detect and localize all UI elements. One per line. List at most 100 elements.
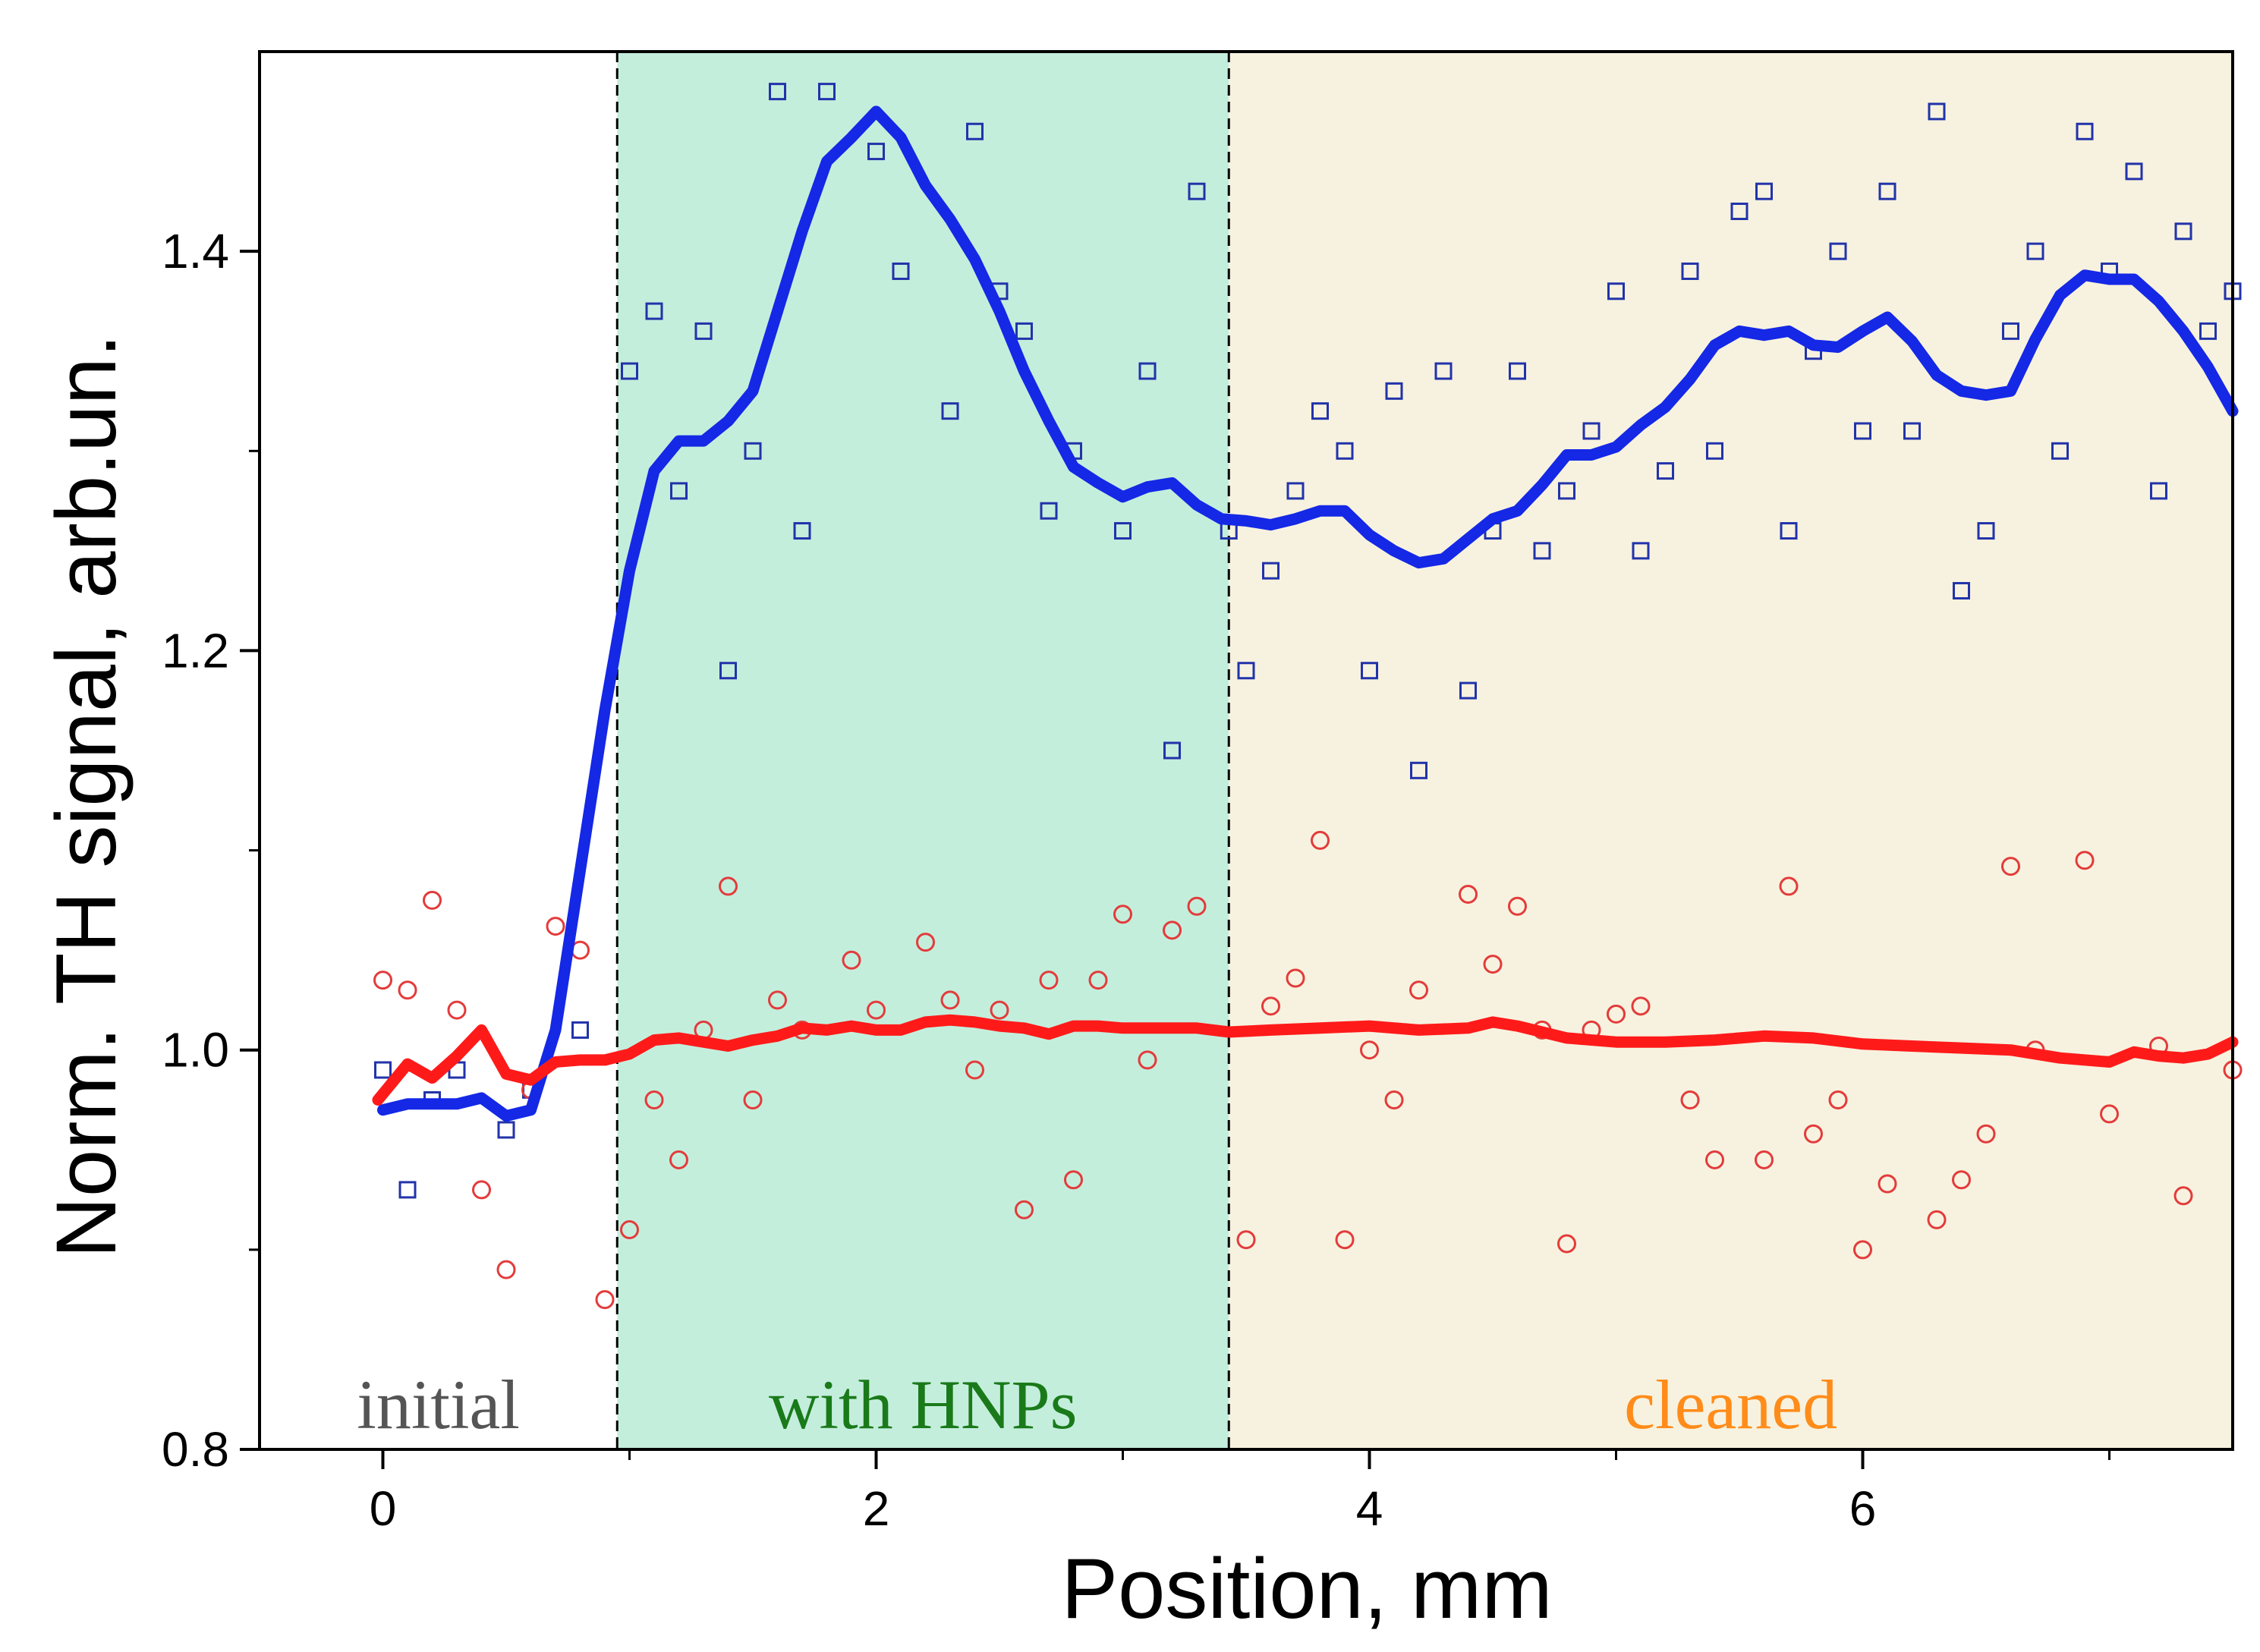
data-point-square [1385, 382, 1403, 400]
data-point-circle [1927, 1210, 1947, 1229]
data-point-square [941, 402, 959, 420]
data-point-square [670, 482, 688, 500]
data-point-square [1434, 362, 1453, 380]
x-axis-title: Position, mm [1061, 1541, 1552, 1636]
data-point-circle [620, 1220, 639, 1240]
series-line [372, 1014, 2239, 1106]
data-point-circle [1384, 1090, 1404, 1109]
series-3 [372, 1014, 2239, 1106]
data-point-square [1706, 442, 1723, 460]
x-tick-label: 4 [1356, 1481, 1383, 1536]
data-point-square [2150, 482, 2167, 500]
data-point-square [2125, 162, 2143, 181]
data-point-circle [842, 950, 861, 970]
region-cleaned [1229, 52, 2233, 1449]
data-point-square [2026, 242, 2044, 260]
y-tick-label: 1.4 [162, 224, 229, 278]
y-tick-label: 0.8 [162, 1422, 229, 1477]
data-point-square [1829, 242, 1847, 260]
data-point-square [719, 662, 737, 680]
x-tick-label: 0 [370, 1481, 397, 1536]
region-with-hnps [617, 52, 1229, 1449]
y-tick-label: 1.0 [162, 1023, 229, 1078]
series-layer [372, 83, 2243, 1310]
data-point-square [793, 522, 811, 540]
data-point-square [1262, 562, 1280, 580]
data-point-square [1361, 662, 1378, 680]
data-point-circle [743, 1090, 763, 1109]
data-point-circle [768, 990, 787, 1010]
data-point-circle [1113, 905, 1132, 924]
data-point-square [1286, 482, 1305, 500]
data-point-circle [990, 1000, 1009, 1020]
data-point-square [1336, 442, 1354, 460]
data-point-circle [1557, 1234, 1576, 1254]
data-point-circle [398, 980, 417, 1000]
data-point-circle [1335, 1230, 1355, 1250]
data-point-circle [940, 990, 960, 1010]
data-point-circle [965, 1060, 984, 1080]
data-point-square [1607, 282, 1625, 301]
data-point-square [1657, 462, 1674, 480]
data-point-square [1311, 402, 1329, 420]
data-point-square [2174, 222, 2192, 241]
data-point-circle [1311, 830, 1330, 850]
data-point-square [645, 302, 663, 320]
data-point-circle [1138, 1050, 1157, 1070]
data-point-square [497, 1121, 515, 1139]
data-point-circle [1828, 1090, 1848, 1109]
data-point-square [1730, 203, 1749, 221]
data-point-circle [2001, 857, 2020, 876]
data-point-circle [496, 1260, 516, 1279]
data-point-square [867, 143, 885, 161]
data-point-square [1681, 262, 1699, 280]
data-point-square [818, 83, 836, 101]
data-point-square [1854, 422, 1871, 440]
data-point-square [1410, 761, 1427, 779]
data-point-square [1509, 362, 1526, 380]
series-line [377, 105, 2239, 1122]
data-point-circle [1236, 1230, 1256, 1250]
y-axis-title: Norm. TH signal, arb.un. [39, 334, 134, 1258]
data-point-circle [1607, 1004, 1626, 1024]
data-point-square [966, 122, 984, 140]
data-point-square [1780, 522, 1798, 540]
data-point-square [2051, 442, 2069, 460]
data-point-square [1755, 182, 1773, 200]
data-point-circle [1187, 896, 1207, 916]
data-point-circle [1631, 996, 1651, 1016]
data-point-square [1459, 681, 1477, 700]
data-point-square [1114, 522, 1132, 540]
data-point-circle [2075, 851, 2095, 870]
data-point-square [1237, 662, 1255, 680]
region-initial [260, 52, 618, 1449]
data-point-circle [595, 1290, 615, 1310]
data-point-circle [1459, 884, 1478, 904]
data-point-square [892, 262, 910, 280]
data-point-circle [1015, 1200, 1034, 1219]
data-point-circle [1705, 1150, 1724, 1169]
data-point-circle [1261, 996, 1280, 1016]
data-point-square [1632, 542, 1650, 560]
data-point-square [1878, 182, 1896, 200]
data-point-circle [1779, 876, 1799, 896]
data-point-square [1188, 182, 1206, 200]
data-point-square [1015, 322, 1033, 340]
series-0 [374, 83, 2242, 1199]
data-point-circle [1976, 1124, 1996, 1144]
data-point-circle [867, 1000, 886, 1020]
data-point-circle [1853, 1240, 1872, 1260]
data-point-circle [1039, 971, 1059, 990]
data-point-circle [2100, 1104, 2119, 1124]
data-point-square [694, 322, 713, 340]
axis-ticks: 0 2 4 6 0.8 1.0 1.2 1.4 [162, 224, 2110, 1536]
data-point-circle [2173, 1186, 2193, 1206]
data-point-square [1533, 542, 1551, 560]
data-point-circle [669, 1150, 688, 1169]
region-label-cleaned: cleaned [1624, 1366, 1837, 1443]
x-tick-label: 2 [863, 1481, 890, 1536]
data-point-square [2002, 322, 2019, 340]
data-point-circle [1163, 920, 1182, 940]
series-2 [373, 830, 2243, 1310]
